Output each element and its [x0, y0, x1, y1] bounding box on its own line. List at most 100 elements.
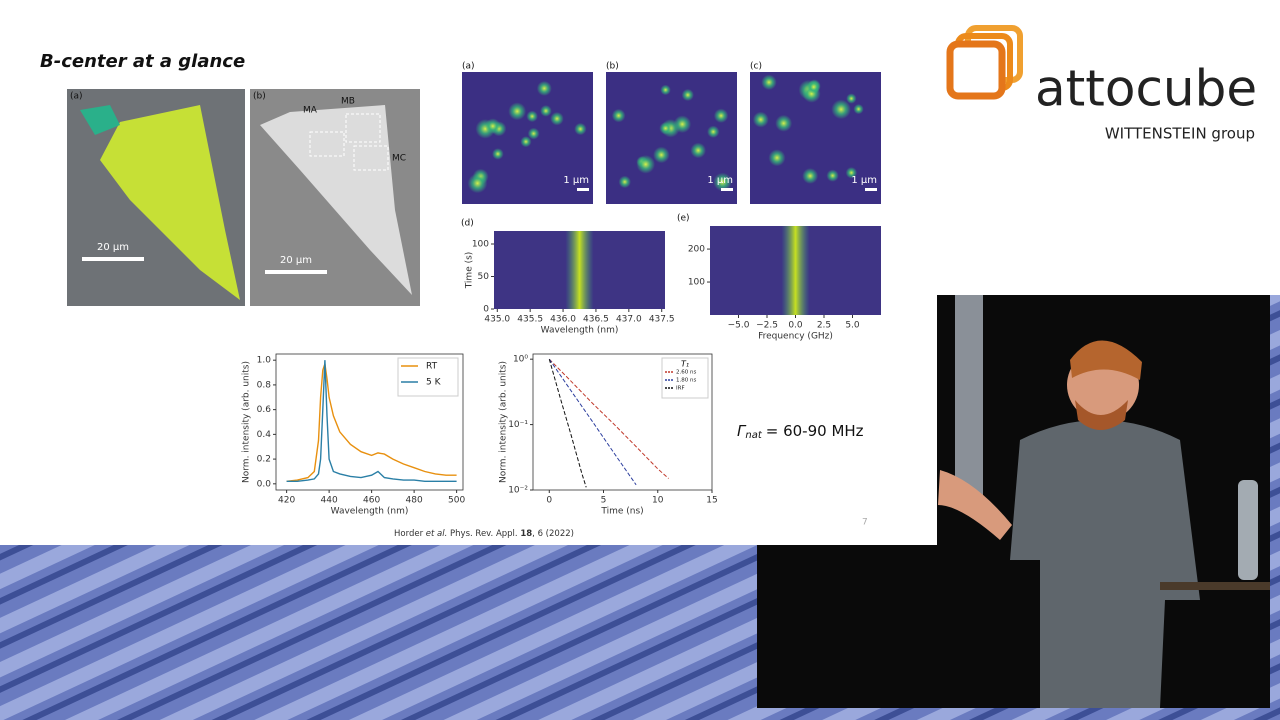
x-tick-label: −2.5: [756, 321, 778, 331]
panel-label: (a): [462, 62, 475, 72]
emitter-spot: [574, 122, 587, 136]
chart: −5.0 −2.5 0.0 2.5 5.0 100 200 Frequency (GHz) (e…: [677, 214, 881, 342]
panel-label: (e): [677, 214, 690, 224]
y-tick-label: 0.4: [257, 430, 272, 440]
y-tick-label: 0.6: [257, 405, 272, 415]
y-tick-label: 0: [483, 305, 489, 315]
emitter-spot: [536, 80, 552, 96]
x-axis-label: Frequency (GHz): [758, 332, 833, 342]
emitter-spot: [752, 111, 769, 128]
emitter-spot: [806, 80, 821, 94]
emitter-spot: [853, 103, 864, 115]
page-number: 7: [862, 518, 868, 528]
x-tick-label: −5.0: [728, 321, 750, 331]
emitter-spot: [660, 84, 671, 96]
citation-authors: Horder: [394, 529, 424, 539]
panel-label: (b): [253, 92, 266, 102]
x-axis-label: Wavelength (nm): [541, 326, 619, 336]
legend-label: 1.80 ns: [676, 378, 696, 384]
emitter-spot: [467, 173, 488, 194]
legend-box: [661, 357, 709, 399]
legend-label: RT: [426, 362, 438, 372]
formula-text: = 60-90 MHz: [766, 422, 864, 440]
emitter-spot: [526, 110, 538, 123]
flake-image: (b) MA MB MC 20 µm: [250, 89, 420, 306]
emitter-spot: [761, 74, 777, 90]
citation-issue: , 6 (2022): [532, 529, 574, 539]
y-tick-label: 100: [688, 278, 705, 288]
y-axis-label: Norm. intensity (arb. units): [242, 361, 252, 483]
x-tick-label: 5.0: [845, 321, 860, 331]
x-tick-label: 500: [448, 496, 465, 506]
citation: Horder et al. Phys. Rev. Appl. 18, 6 (20…: [394, 529, 574, 539]
logo-group: WITTENSTEIN group: [1105, 125, 1255, 143]
emitter-spot: [485, 118, 501, 134]
legend-label: IRF: [676, 386, 685, 392]
chart: 0 5 10 15 10⁰ 10⁻¹ 10⁻² Time (ns) Norm. intensit…: [499, 353, 718, 517]
series-line: [286, 360, 457, 482]
x-tick-label: 0: [546, 496, 552, 506]
x-tick-label: 2.5: [817, 321, 831, 331]
emitter-spot: [713, 172, 732, 192]
citation-volume: 18: [520, 529, 532, 539]
emitter-spot: [775, 114, 793, 132]
y-tick-label: 0.0: [257, 479, 272, 489]
x-tick-label: 460: [363, 496, 380, 506]
emitter-spot: [846, 93, 857, 104]
confocal-maps: (a) 1 µm (b) 1 µm (c) 1 µm: [462, 62, 881, 204]
emitter-spot: [659, 122, 672, 135]
chart: 420 440 460 480 500 0.0 0.2 0.4 0.6 0.8 1.0 Wavelen…: [242, 353, 465, 517]
y-tick-label: 100: [472, 240, 489, 250]
emitter-spot: [845, 167, 858, 179]
logo-name: attocube: [1035, 60, 1257, 118]
x-tick-label: 10: [652, 496, 664, 506]
y-tick-label: 200: [688, 245, 705, 255]
chart: 435.0 435.5 436.0 436.5 437.0 437.5 0 50 100 Wave…: [461, 219, 675, 336]
region-label: MB: [341, 97, 355, 107]
citation-etal: et al.: [426, 529, 448, 539]
emitter-spot: [520, 136, 532, 148]
x-tick-label: 420: [278, 496, 295, 506]
scale-bar: [865, 188, 877, 191]
series-line: [286, 363, 457, 482]
y-tick-label: 0.2: [257, 455, 271, 465]
x-tick-label: 5: [601, 496, 607, 506]
scale-bar-label: 20 µm: [280, 255, 312, 266]
slide-title: B-center at a glance: [40, 51, 245, 72]
emission-line: [781, 226, 810, 315]
y-axis-label: Norm. intensity (arb. units): [499, 361, 509, 483]
region-label: MC: [392, 154, 406, 164]
scale-bar-label: 1 µm: [563, 175, 589, 186]
speaker-video: [757, 295, 1270, 708]
legend-box: [397, 357, 459, 397]
y-tick-label: 1.0: [257, 356, 272, 366]
y-tick-label: 50: [478, 272, 490, 282]
emitter-spot: [707, 125, 720, 138]
citation-journal: Phys. Rev. Appl.: [450, 529, 518, 539]
emitter-spot: [636, 155, 656, 174]
x-axis-label: Wavelength (nm): [331, 507, 409, 517]
emission-line: [565, 231, 594, 309]
x-tick-label: 437.0: [616, 315, 642, 325]
legend-label: 5 K: [426, 378, 442, 388]
emitter-spot: [527, 127, 540, 140]
y-axis-label: Time (s): [465, 252, 475, 290]
x-tick-label: 437.5: [649, 315, 675, 325]
y-tick-label: 10⁻²: [508, 486, 528, 496]
x-axis-label: Time (ns): [600, 507, 643, 517]
formula-subscript: nat: [745, 430, 762, 441]
stage-backdrop: [1270, 295, 1280, 720]
x-tick-label: 440: [321, 496, 338, 506]
y-tick-label: 10⁰: [513, 355, 528, 365]
plot-area: [532, 353, 713, 491]
emitter-spot: [768, 149, 786, 167]
x-tick-label: 435.5: [517, 315, 543, 325]
x-tick-label: 480: [406, 496, 423, 506]
panel-label: (d): [461, 219, 474, 229]
emitter-spot: [690, 142, 706, 159]
emitter-spot: [826, 169, 839, 182]
panel-label: (a): [70, 92, 83, 102]
emitter-spot: [618, 175, 631, 189]
